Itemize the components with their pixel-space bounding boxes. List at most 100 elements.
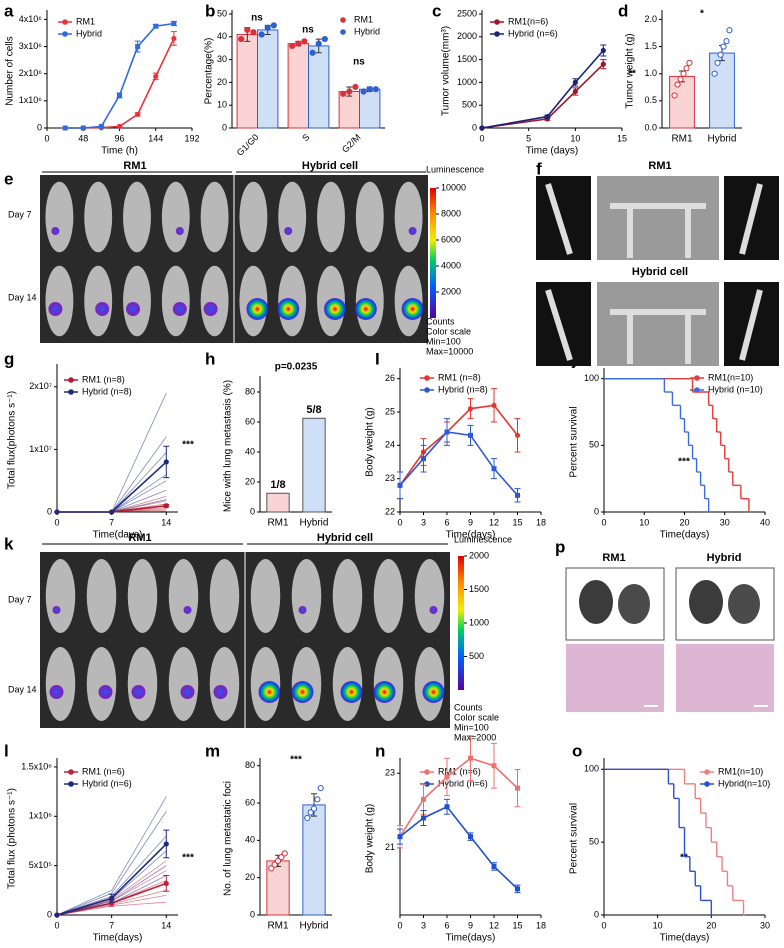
- y-tick-label: 50: [217, 8, 227, 18]
- row-label: Day 14: [8, 684, 37, 694]
- y-axis-title: Mice with lung metastasis (%): [223, 380, 234, 512]
- x-axis-title: Time(days): [93, 933, 143, 943]
- series-line: [399, 431, 519, 496]
- bar: [308, 45, 330, 129]
- x-tick-label: 0: [397, 517, 402, 527]
- y-axis-title: Percentage(%): [204, 38, 215, 105]
- x-tick-label: 9: [468, 920, 473, 930]
- bone: [545, 289, 763, 364]
- y-axis-title: Body weight (g): [365, 407, 376, 476]
- y-tick-label: 1x10⁶: [19, 95, 43, 105]
- x-tick-label: RM1: [671, 134, 693, 145]
- legend-marker: [424, 769, 430, 775]
- y-tick-label: 0: [47, 506, 52, 516]
- data-marker: [572, 88, 578, 95]
- data-point: [271, 861, 278, 868]
- data-point: [314, 796, 321, 803]
- data-marker: [153, 73, 159, 80]
- y-tick-label: 0: [472, 122, 477, 132]
- series-line: [65, 38, 175, 129]
- value-label: 5/8: [306, 404, 321, 416]
- mouse: [209, 647, 240, 721]
- data-point: [258, 31, 265, 38]
- colorbar-note: Max=10000: [426, 346, 473, 356]
- signal: [51, 227, 60, 235]
- mouse: [123, 265, 151, 337]
- data-point: [346, 88, 353, 95]
- histology: [676, 644, 774, 712]
- data-point: [372, 86, 379, 93]
- data-point: [340, 90, 347, 97]
- data-marker: [444, 804, 450, 810]
- x-tick-label: G1/G0: [235, 132, 261, 158]
- signal: [429, 606, 438, 614]
- x-tick-label: 9: [468, 517, 473, 527]
- data-marker: [117, 92, 122, 98]
- y-tick-label: 20: [245, 476, 255, 486]
- annotation: ***: [182, 853, 194, 864]
- group-label: Hybrid cell: [317, 532, 373, 544]
- data-marker: [600, 61, 606, 67]
- annotation: ***: [182, 440, 194, 451]
- signal: [131, 685, 146, 699]
- legend-label: Hybrid (n=6): [508, 28, 558, 38]
- data-point: [360, 88, 367, 95]
- data-point: [264, 24, 271, 31]
- mouse: [317, 181, 345, 253]
- colorbar-tick-label: 10000: [441, 182, 466, 192]
- data-point: [680, 70, 687, 77]
- y-tick-label: 0: [594, 506, 599, 516]
- data-marker: [98, 123, 104, 129]
- x-tick-label: 3: [421, 517, 426, 527]
- x-tick-label: 18: [536, 517, 546, 527]
- data-marker: [163, 880, 169, 887]
- y-tick-label: 2500: [457, 8, 477, 18]
- lung: [579, 580, 613, 624]
- annotation: **: [680, 853, 688, 864]
- data-marker: [62, 125, 68, 131]
- mouse: [355, 181, 384, 253]
- y-tick-label: 40: [245, 446, 255, 456]
- data-marker: [491, 763, 497, 769]
- colorbar: [458, 556, 464, 690]
- y-tick-label: 0: [250, 909, 255, 919]
- y-tick-label: 50: [589, 440, 599, 450]
- data-marker: [116, 123, 123, 129]
- data-marker: [421, 815, 426, 821]
- x-axis-title: Time(days): [93, 530, 143, 541]
- y-tick-label: 2.0: [644, 14, 657, 24]
- x-tick-label: 30: [720, 517, 730, 527]
- colorbar-note: Counts: [454, 702, 483, 712]
- y-tick-label: 24: [385, 440, 395, 450]
- panel-letter: e: [4, 169, 13, 188]
- y-tick-label: 0.5: [644, 95, 657, 105]
- data-marker: [421, 456, 426, 462]
- group-label: RM1: [123, 160, 146, 172]
- series-line: [399, 404, 519, 486]
- panel-letter: l: [4, 741, 9, 760]
- legend-label: RM1 (n=6): [82, 766, 125, 776]
- y-tick-label: 60: [245, 416, 255, 426]
- x-tick-label: Hybrid: [708, 134, 737, 145]
- lung: [689, 580, 723, 624]
- data-point: [366, 86, 373, 93]
- data-point: [281, 850, 288, 857]
- data-marker: [54, 912, 60, 918]
- legend-marker: [424, 781, 430, 787]
- x-tick-label: 144: [148, 133, 163, 143]
- row-label: Day 7: [8, 209, 32, 219]
- panel-letter: d: [618, 1, 628, 20]
- x-tick-label: 3: [421, 920, 426, 930]
- x-tick-label: 10: [639, 517, 649, 527]
- bar: [257, 29, 279, 129]
- colorbar-tick-label: 8000: [441, 208, 461, 218]
- y-tick-label: 60: [245, 797, 255, 807]
- bar: [302, 417, 326, 513]
- data-marker: [467, 406, 474, 412]
- mouse: [123, 181, 151, 253]
- mouse: [278, 181, 307, 253]
- y-tick-label: 20: [217, 77, 227, 87]
- group-label: RM1: [128, 532, 151, 544]
- signal: [258, 681, 281, 703]
- y-tick-label: 20: [245, 872, 255, 882]
